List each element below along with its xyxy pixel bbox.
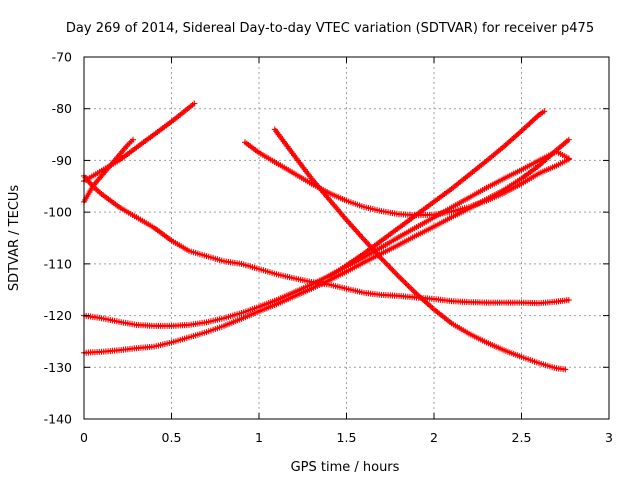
y-tick-label: -120 [44,308,72,323]
x-tick-label: 1.5 [337,430,357,445]
x-tick-label: 2 [430,430,438,445]
series-markers [81,136,136,205]
series-satellite-b [81,100,198,185]
y-tick-label: -70 [52,50,72,65]
y-tick-label: -110 [44,256,72,271]
x-tick-label: 2.5 [512,430,532,445]
series-satellite-e [81,136,572,356]
x-tick-label: 3 [605,430,613,445]
series-satellite-g [271,126,569,373]
y-axis-tick-labels: -140 -130 -120 -110 -100 -90 -80 -70 [44,50,72,427]
series-markers [81,100,198,185]
x-tick-label: 0 [80,430,88,445]
series-line [327,110,546,278]
series-markers [81,136,572,356]
series-satellite-f [242,139,572,219]
y-tick-label: -130 [44,360,72,375]
series-satellite-a [81,136,136,205]
series-line [82,138,570,354]
chart-title: Day 269 of 2014, Sidereal Day-to-day VTE… [66,21,594,36]
y-tick-label: -80 [52,101,72,116]
series-markers [326,108,548,280]
axis-ticks [83,56,610,420]
series-markers [271,126,569,373]
x-tick-label: 0.5 [162,430,182,445]
plot-series [81,100,572,373]
series-line [82,150,570,327]
y-axis-label: SDTVAR / TECUs [7,185,22,292]
x-axis-tick-labels: 0 0.5 1 1.5 2 2.5 3 [80,430,613,445]
y-tick-label: -100 [44,205,72,220]
series-satellite-h [326,108,548,280]
grid-lines [84,57,609,419]
series-markers [242,139,572,219]
x-axis-label: GPS time / hours [291,460,400,475]
y-tick-label: -90 [52,153,72,168]
y-tick-label: -140 [44,412,72,427]
x-tick-label: 1 [255,430,263,445]
